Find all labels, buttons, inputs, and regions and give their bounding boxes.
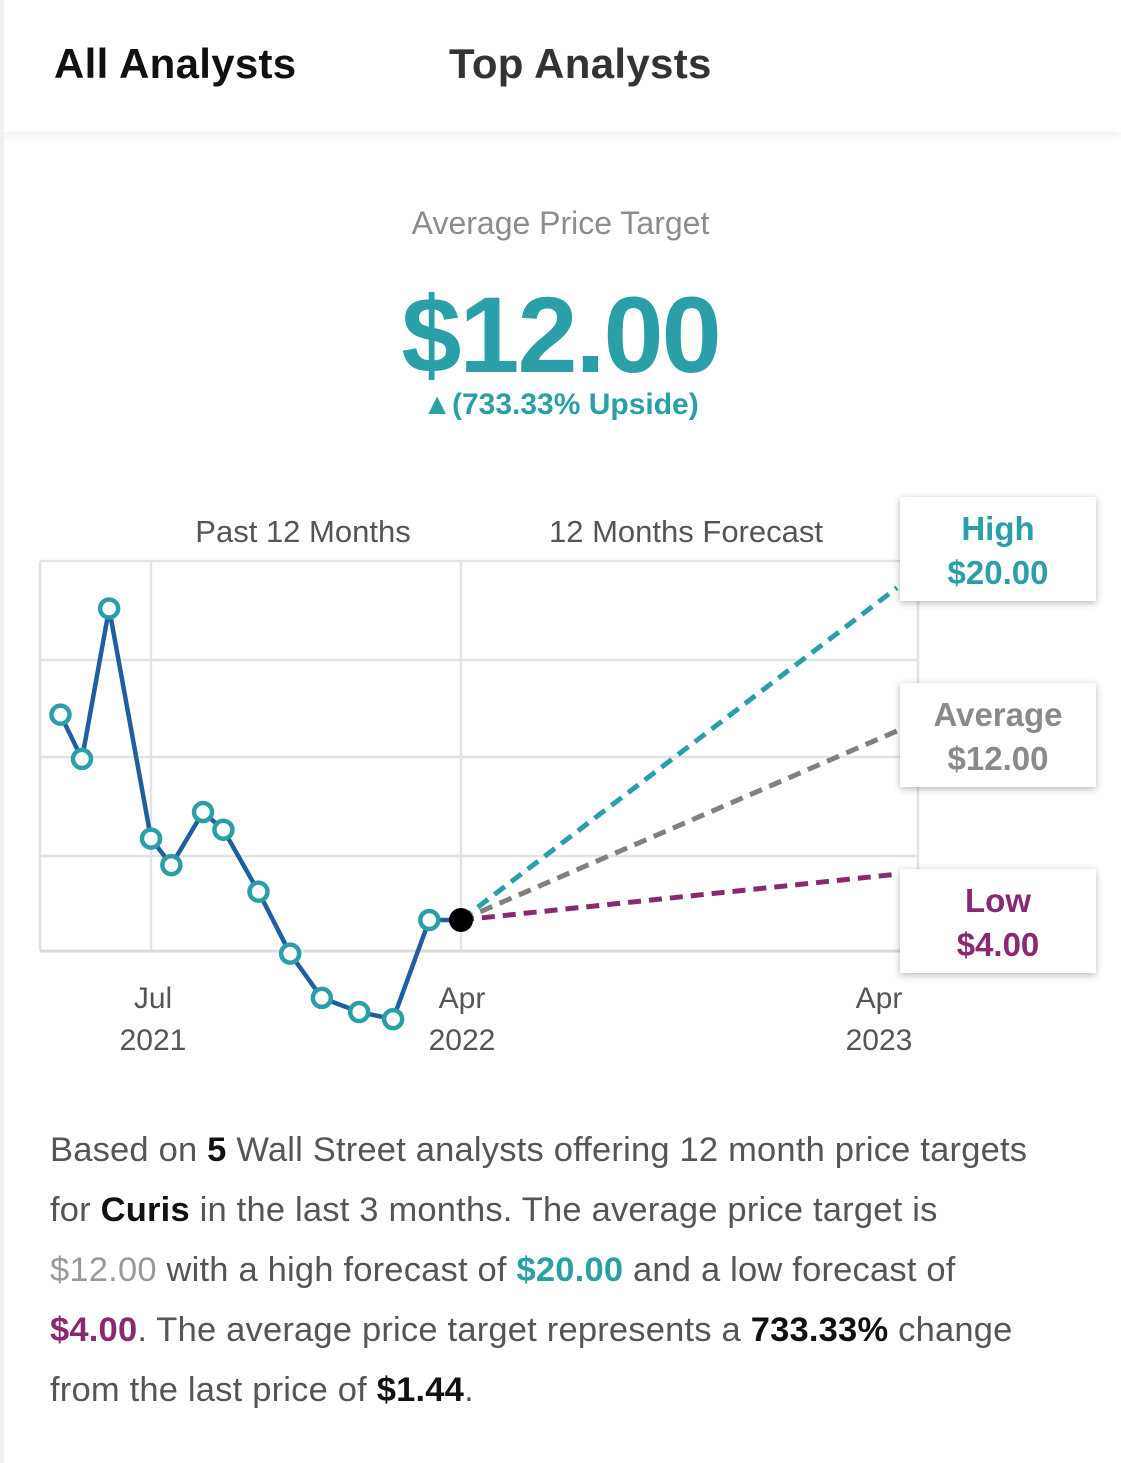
desc-change: 733.33% [750,1311,889,1349]
forecast-label: 12 Months Forecast [549,514,823,549]
average-label: Average [933,696,1063,733]
desc-text: change from the last price of [50,1311,1013,1409]
average-price-target-value: $12.00 [401,274,721,395]
price-point [212,818,235,841]
x-tick-year: 2022 [429,1024,496,1057]
price-point [70,747,94,771]
price-point [310,986,334,1010]
analyst-tabs: All Analysts Top Analysts [0,0,1121,132]
x-tick-month: Apr [439,982,486,1015]
past-12-months-label: Past 12 Months [195,514,410,549]
price-point [97,597,121,620]
price-point [160,853,183,877]
tab-all-analysts[interactable]: All Analysts [54,40,297,87]
forecast-low-line [460,871,898,923]
desc-text: and a low forecast of [623,1251,956,1289]
forecast-average-line [460,728,898,923]
analyst-count: 5 [207,1131,227,1169]
high-label: High [961,510,1035,547]
low-target-callout: Low $4.00 [900,869,1096,973]
price-point [49,703,72,726]
high-target-callout: High $20.00 [900,497,1096,601]
price-point [278,942,302,965]
upside-indicator: ▲(733.33% Upside) [422,388,699,421]
forecast-lines [459,585,899,923]
company-name: Curis [100,1191,190,1229]
desc-last-price: $1.44 [376,1371,465,1409]
last-price-point [449,908,473,932]
average-price-target-label: Average Price Target [411,205,710,241]
price-point [247,880,270,903]
forecast-high-line [459,585,899,922]
desc-text: in the last 3 months. The average price … [189,1191,938,1229]
price-line [58,606,461,1022]
chart-grid [38,559,920,953]
desc-text: . [464,1371,474,1409]
desc-text: Wall Street analysts offering 12 month p… [50,1131,1028,1229]
desc-text: . The average price target represents a [137,1311,751,1349]
price-point [139,827,163,850]
x-tick-year: 2023 [846,1024,913,1057]
low-label: Low [965,882,1031,919]
desc-average: $12.00 [50,1251,157,1289]
high-value: $20.00 [947,554,1049,591]
price-series [49,597,473,1031]
desc-high: $20.00 [516,1251,624,1289]
tab-top-analysts[interactable]: Top Analysts [449,40,712,87]
low-value: $4.00 [956,926,1040,963]
price-point [381,1007,405,1031]
price-point [347,1000,371,1024]
price-point [191,800,215,824]
desc-text: Based on [50,1131,208,1169]
x-tick-month: Jul [134,982,172,1015]
desc-text: with a high forecast of [156,1251,517,1289]
desc-low: $4.00 [50,1311,138,1349]
x-axis-ticks: Jul 2021 Apr 2022 Apr 2023 [120,982,913,1057]
x-tick-month: Apr [856,982,903,1015]
average-value: $12.00 [947,740,1049,777]
price-target-chart: Past 12 Months 12 Months Forecast Jul 202… [38,514,920,1057]
analyst-summary-text: Based on 5 Wall Street analysts offering… [50,1120,1050,1420]
content-border [0,132,4,1463]
price-point [418,908,441,932]
average-target-callout: Average $12.00 [900,683,1096,787]
x-tick-year: 2021 [120,1024,187,1057]
